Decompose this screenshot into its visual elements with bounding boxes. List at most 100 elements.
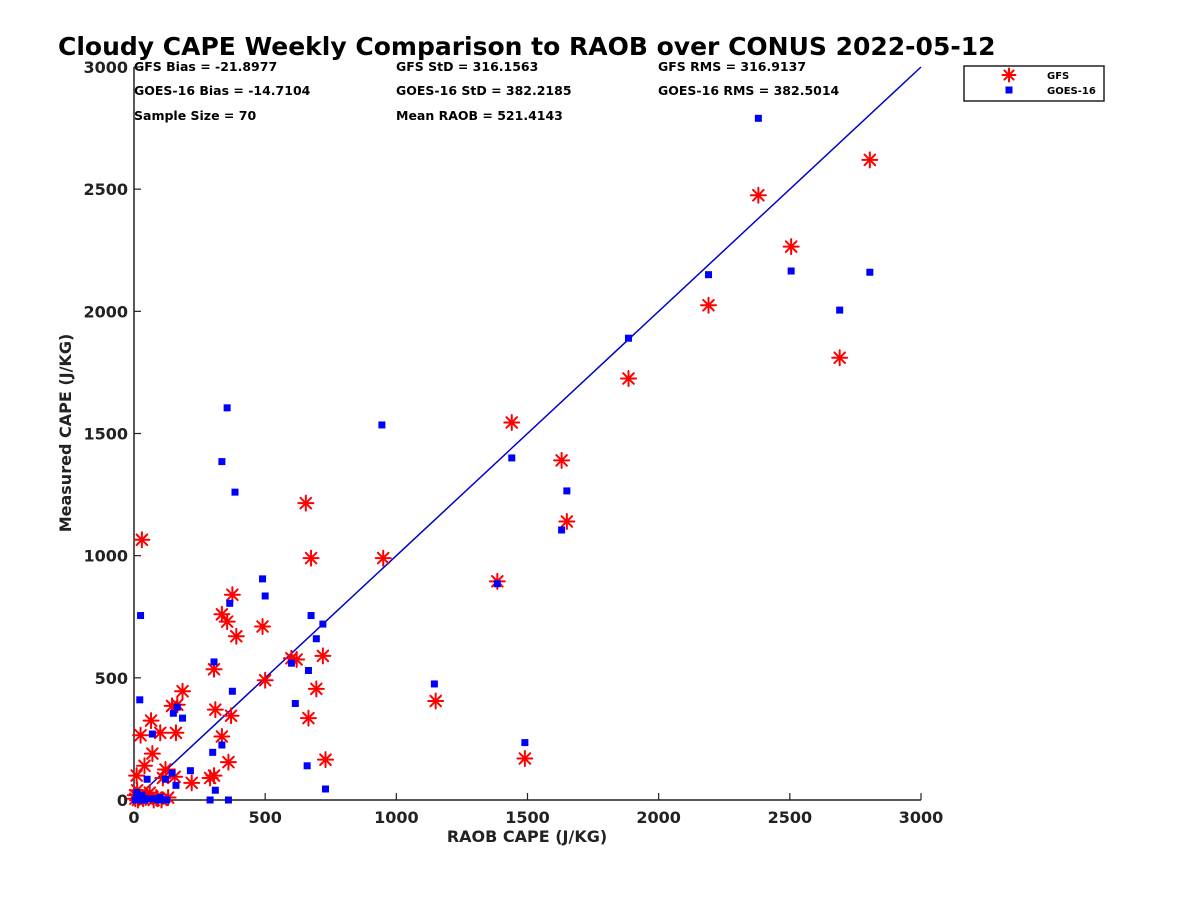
x-tick-label: 3000: [899, 808, 944, 827]
goes16-point: [206, 796, 214, 804]
y-tick-label: 2500: [83, 180, 128, 199]
y-tick-label: 2000: [83, 302, 128, 321]
gfs-point: [143, 745, 161, 763]
goes16-point: [563, 487, 571, 495]
goes16-point: [228, 687, 236, 695]
stat-text: Sample Size = 70: [134, 108, 256, 123]
gfs-point: [427, 692, 445, 710]
gfs-point: [227, 627, 245, 645]
gfs-point: [218, 613, 236, 631]
stat-text: GFS RMS = 316.9137: [658, 59, 806, 74]
gfs-point: [132, 726, 150, 744]
goes16-point: [143, 775, 151, 783]
gfs-point: [183, 774, 201, 792]
goes16-point: [754, 114, 762, 122]
y-tick-label: 1000: [83, 547, 128, 566]
stats-annotations: GFS Bias = -21.8977 GFS StD = 316.1563 GFS…: [134, 59, 840, 123]
goes16-point: [319, 620, 327, 628]
goes16-point: [322, 785, 330, 793]
goes16-point: [787, 267, 795, 275]
gfs-point: [831, 349, 849, 367]
goes16-point: [226, 599, 234, 607]
legend: GFS GOES-16: [963, 65, 1105, 102]
goes16-point: [430, 680, 438, 688]
goes16-point: [508, 454, 516, 462]
gfs-point: [374, 549, 392, 567]
goes16-point: [173, 703, 181, 711]
x-tick-label: 0: [128, 808, 139, 827]
gfs-point: [782, 238, 800, 256]
gfs-point: [302, 549, 320, 567]
gfs-point: [135, 757, 153, 775]
x-tick-label: 2000: [636, 808, 681, 827]
gfs-point: [749, 186, 767, 204]
gfs-point: [861, 151, 879, 169]
y-tick-label: 1500: [83, 425, 128, 444]
goes16-point: [172, 781, 180, 789]
goes16-point: [137, 612, 145, 620]
goes16-point: [624, 334, 632, 342]
y-tick-label: 500: [95, 669, 128, 688]
goes16-point: [866, 268, 874, 276]
goes16-point: [134, 792, 142, 800]
stat-text: GOES-16 Bias = -14.7104: [134, 83, 311, 98]
gfs-point: [128, 767, 146, 785]
goes16-point: [312, 635, 320, 643]
gfs-point: [297, 494, 315, 512]
stat-text: GFS StD = 316.1563: [396, 59, 538, 74]
gfs-point: [619, 370, 637, 388]
y-tick-label: 0: [117, 791, 128, 810]
goes16-point: [705, 271, 713, 279]
x-axis-label: RAOB CAPE (J/KG): [447, 827, 607, 846]
goes16-point: [161, 775, 169, 783]
goes16-point: [493, 580, 501, 588]
goes16-point: [210, 658, 218, 666]
goes16-point: [378, 421, 386, 429]
gfs-point: [174, 682, 192, 700]
goes16-point: [136, 696, 144, 704]
gfs-point: [223, 586, 241, 604]
y-tick-label: 3000: [83, 58, 128, 77]
goes16-point: [287, 659, 295, 667]
chart-title: Cloudy CAPE Weekly Comparison to RAOB ov…: [58, 32, 996, 61]
goes16-point: [148, 730, 156, 738]
legend-box: [963, 65, 1105, 102]
data-points: [126, 114, 879, 809]
stat-text: GOES-16 StD = 382.2185: [396, 83, 572, 98]
gfs-point: [299, 709, 317, 727]
goes16-point: [218, 741, 226, 749]
goes16-point: [261, 592, 269, 600]
goes16-point: [558, 526, 566, 534]
x-tick-label: 2500: [768, 808, 813, 827]
gfs-point: [206, 701, 224, 719]
gfs-point: [553, 451, 571, 469]
gfs-point: [167, 724, 185, 742]
goes16-point: [231, 488, 239, 496]
gfs-point: [516, 749, 534, 767]
goes16-point: [140, 796, 148, 804]
reference-line: [133, 66, 922, 801]
x-tick-label: 500: [248, 808, 281, 827]
goes16-point: [186, 767, 194, 775]
gfs-point: [133, 531, 151, 549]
x-tick-label: 1000: [374, 808, 419, 827]
series-goes-16: [131, 114, 874, 804]
goes16-point: [146, 795, 154, 803]
gfs-point: [314, 647, 332, 665]
stat-text: GFS Bias = -21.8977: [134, 59, 277, 74]
gfs-point: [213, 727, 231, 745]
gfs-point: [142, 712, 160, 730]
goes16-point: [169, 709, 177, 717]
series-gfs: [126, 151, 879, 809]
goes16-point: [138, 791, 146, 799]
goes16-point: [836, 306, 844, 314]
goes16-point: [218, 458, 226, 466]
goes16-point: [135, 796, 143, 804]
goes16-point: [223, 404, 231, 412]
goes16-point: [133, 789, 141, 797]
legend-label: GOES-16: [1047, 86, 1096, 97]
goes16-point: [159, 796, 167, 804]
gfs-point: [700, 296, 718, 314]
gfs-point: [317, 751, 335, 769]
